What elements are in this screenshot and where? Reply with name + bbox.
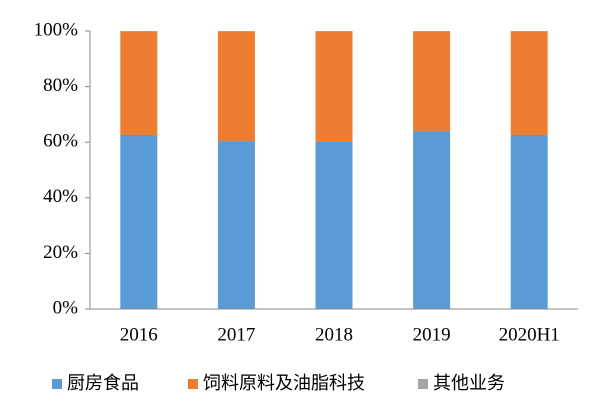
y-tick-label: 80% [43,75,78,96]
y-tick-label: 0% [53,297,79,318]
bar-segment [413,31,451,132]
legend-swatch [418,379,428,389]
legend-label: 其他业务 [433,373,505,393]
bar-segment [413,131,451,309]
bar-segment [315,141,353,309]
x-tick-label: 2016 [120,324,158,345]
legend-swatch [52,379,62,389]
bar-segment [510,31,548,135]
bar-segment [315,31,353,32]
bar-segment [120,31,158,135]
legend-label: 厨房食品 [67,373,139,393]
bar-segment [217,31,255,142]
legend: 厨房食品 饲料原料及油脂科技 其他业务 [52,373,505,393]
bar-segment [510,31,548,32]
y-tick-label: 20% [43,242,78,263]
x-tick-label: 2020H1 [499,324,560,345]
legend-swatch [188,379,198,389]
x-tick-label: 2019 [413,324,451,345]
x-tick-label: 2017 [217,324,255,345]
bar-segment [510,134,548,309]
x-tick-label: 2018 [315,324,353,345]
bar-segment [120,134,158,309]
y-tick-label: 100% [34,19,79,40]
bar-segment [217,31,255,32]
legend-label: 饲料原料及油脂科技 [203,373,365,393]
bar-segment [217,141,255,309]
y-tick-label: 60% [43,131,78,152]
y-tick-label: 40% [43,186,78,207]
bar-segment [413,31,451,32]
bar-segment [120,31,158,32]
bar-segment [315,31,353,142]
